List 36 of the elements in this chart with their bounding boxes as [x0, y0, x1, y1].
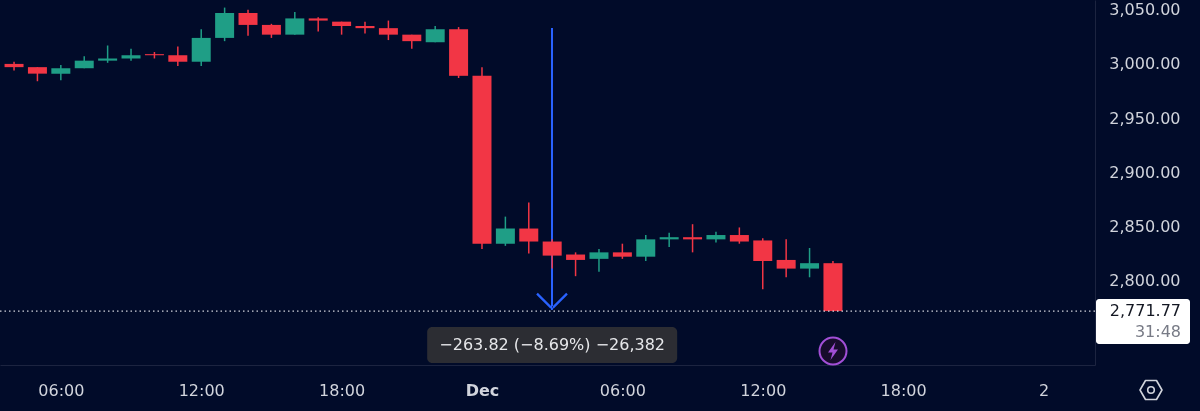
- candlestick: [659, 232, 679, 248]
- y-tick-label: 3,050.00: [1109, 0, 1181, 20]
- x-tick-label: 2: [1038, 380, 1050, 400]
- candlestick: [121, 47, 141, 62]
- x-tick-label: 18:00: [319, 380, 366, 400]
- candlestick: [168, 45, 188, 67]
- x-tick-label: 06:00: [38, 380, 85, 400]
- candlestick: [308, 16, 328, 33]
- candlestick: [636, 234, 656, 262]
- x-tick-label: 12:00: [178, 380, 225, 400]
- y-tick-label: 2,950.00: [1109, 108, 1181, 128]
- candlestick: [191, 28, 211, 67]
- candlestick: [378, 19, 398, 41]
- candlestick: [800, 247, 820, 279]
- candlestick: [519, 201, 539, 255]
- x-tick-label: Dec: [465, 380, 500, 400]
- candlestick: [753, 237, 773, 290]
- candlestick: [542, 238, 562, 270]
- candlestick: [238, 9, 258, 37]
- text: 31:48: [1134, 322, 1181, 342]
- x-tick-label: 12:00: [740, 380, 787, 400]
- y-tick-label: 2,900.00: [1109, 162, 1181, 182]
- candlestick: [355, 20, 375, 35]
- candlestick: [683, 223, 703, 254]
- candlestick: [495, 215, 515, 247]
- candlestick: [776, 238, 796, 279]
- candlestick: [589, 248, 609, 273]
- y-tick-label: 2,800.00: [1109, 271, 1181, 291]
- y-tick-label: 3,000.00: [1109, 54, 1181, 74]
- x-tick-label: 18:00: [880, 380, 927, 400]
- x-tick-label: 06:00: [599, 380, 646, 400]
- candlestick: [285, 11, 305, 36]
- y-tick-label: 2,850.00: [1109, 216, 1181, 236]
- annotation: −263.82 (−8.69%) −26,382: [439, 335, 666, 355]
- candlestick: [566, 251, 586, 277]
- ref-line-label: 2,771.77: [1109, 301, 1181, 321]
